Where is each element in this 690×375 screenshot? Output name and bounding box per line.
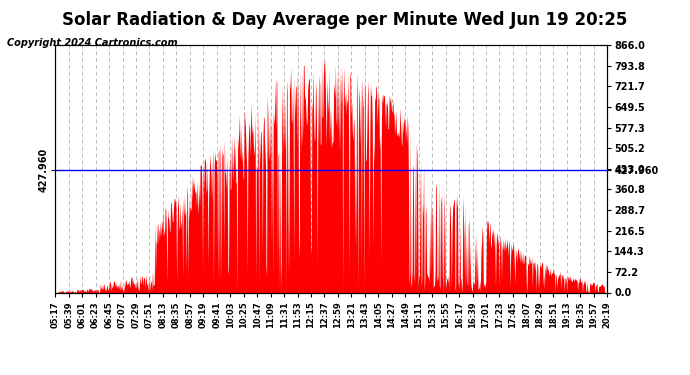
Text: Solar Radiation & Day Average per Minute Wed Jun 19 20:25: Solar Radiation & Day Average per Minute… <box>62 11 628 29</box>
Text: Copyright 2024 Cartronics.com: Copyright 2024 Cartronics.com <box>7 38 177 48</box>
